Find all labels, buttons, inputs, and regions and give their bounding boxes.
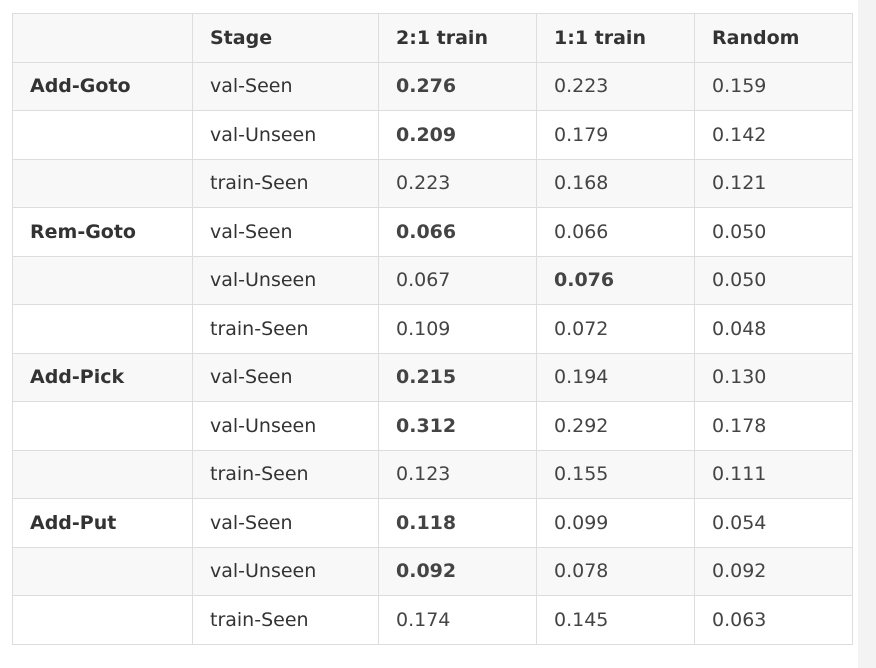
- header-random: Random: [694, 13, 853, 63]
- table-row: Add-Put val-Seen 0.118 0.099 0.054: [12, 498, 853, 548]
- cell-group: [12, 255, 193, 305]
- cell-random: 0.130: [694, 352, 853, 402]
- cell-random: 0.063: [694, 595, 853, 645]
- cell-random: 0.121: [694, 158, 853, 208]
- table-body: Add-Goto val-Seen 0.276 0.223 0.159 val-Unsee…: [12, 61, 853, 645]
- cell-group: [12, 595, 193, 645]
- cell-2to1-train: 0.276: [378, 61, 537, 111]
- cell-stage: val-Unseen: [192, 255, 379, 305]
- header-stage: Stage: [192, 13, 379, 63]
- cell-1to1-train: 0.168: [536, 158, 695, 208]
- cell-random: 0.111: [694, 449, 853, 499]
- header-2to1-train: 2:1 train: [378, 13, 537, 63]
- header-row: Stage 2:1 train 1:1 train Random: [12, 13, 853, 63]
- cell-1to1-train: 0.155: [536, 449, 695, 499]
- table-row: train-Seen 0.223 0.168 0.121: [12, 158, 853, 208]
- header-group: [12, 13, 193, 63]
- page-edge-strip: [858, 0, 876, 668]
- cell-random: 0.054: [694, 498, 853, 548]
- cell-1to1-train: 0.066: [536, 207, 695, 257]
- cell-1to1-train: 0.145: [536, 595, 695, 645]
- cell-2to1-train: 0.066: [378, 207, 537, 257]
- cell-random: 0.178: [694, 401, 853, 451]
- cell-stage: val-Unseen: [192, 401, 379, 451]
- cell-1to1-train: 0.099: [536, 498, 695, 548]
- cell-group: [12, 401, 193, 451]
- table-row: Add-Goto val-Seen 0.276 0.223 0.159: [12, 61, 853, 111]
- cell-random: 0.050: [694, 207, 853, 257]
- cell-stage: val-Seen: [192, 61, 379, 111]
- table-row: train-Seen 0.123 0.155 0.111: [12, 449, 853, 499]
- cell-stage: train-Seen: [192, 158, 379, 208]
- cell-random: 0.142: [694, 110, 853, 160]
- cell-2to1-train: 0.067: [378, 255, 537, 305]
- cell-random: 0.092: [694, 546, 853, 596]
- cell-2to1-train: 0.174: [378, 595, 537, 645]
- table-row: val-Unseen 0.312 0.292 0.178: [12, 401, 853, 451]
- cell-stage: val-Unseen: [192, 546, 379, 596]
- cell-2to1-train: 0.312: [378, 401, 537, 451]
- cell-2to1-train: 0.118: [378, 498, 537, 548]
- cell-group: Rem-Goto: [12, 207, 193, 257]
- cell-1to1-train: 0.223: [536, 61, 695, 111]
- cell-stage: val-Unseen: [192, 110, 379, 160]
- table-header: Stage 2:1 train 1:1 train Random: [12, 13, 853, 63]
- cell-group: Add-Pick: [12, 352, 193, 402]
- table-row: val-Unseen 0.209 0.179 0.142: [12, 110, 853, 160]
- cell-stage: val-Seen: [192, 352, 379, 402]
- cell-stage: val-Seen: [192, 207, 379, 257]
- cell-stage: train-Seen: [192, 304, 379, 354]
- cell-2to1-train: 0.123: [378, 449, 537, 499]
- table-row: val-Unseen 0.067 0.076 0.050: [12, 255, 853, 305]
- cell-2to1-train: 0.209: [378, 110, 537, 160]
- cell-1to1-train: 0.078: [536, 546, 695, 596]
- table-row: val-Unseen 0.092 0.078 0.092: [12, 546, 853, 596]
- cell-random: 0.050: [694, 255, 853, 305]
- cell-2to1-train: 0.092: [378, 546, 537, 596]
- results-table: Stage 2:1 train 1:1 train Random Add-Got…: [12, 13, 853, 645]
- cell-group: [12, 110, 193, 160]
- cell-stage: val-Seen: [192, 498, 379, 548]
- table-row: train-Seen 0.174 0.145 0.063: [12, 595, 853, 645]
- table-row: Rem-Goto val-Seen 0.066 0.066 0.050: [12, 207, 853, 257]
- cell-1to1-train: 0.179: [536, 110, 695, 160]
- cell-group: Add-Goto: [12, 61, 193, 111]
- cell-1to1-train: 0.076: [536, 255, 695, 305]
- cell-1to1-train: 0.194: [536, 352, 695, 402]
- cell-2to1-train: 0.223: [378, 158, 537, 208]
- header-1to1-train: 1:1 train: [536, 13, 695, 63]
- cell-group: [12, 449, 193, 499]
- cell-1to1-train: 0.292: [536, 401, 695, 451]
- cell-group: [12, 158, 193, 208]
- cell-group: [12, 546, 193, 596]
- cell-stage: train-Seen: [192, 595, 379, 645]
- cell-2to1-train: 0.109: [378, 304, 537, 354]
- cell-stage: train-Seen: [192, 449, 379, 499]
- table-row: Add-Pick val-Seen 0.215 0.194 0.130: [12, 352, 853, 402]
- table-row: train-Seen 0.109 0.072 0.048: [12, 304, 853, 354]
- cell-group: [12, 304, 193, 354]
- cell-2to1-train: 0.215: [378, 352, 537, 402]
- cell-random: 0.048: [694, 304, 853, 354]
- cell-group: Add-Put: [12, 498, 193, 548]
- results-table-container: Stage 2:1 train 1:1 train Random Add-Got…: [12, 13, 853, 645]
- cell-1to1-train: 0.072: [536, 304, 695, 354]
- cell-random: 0.159: [694, 61, 853, 111]
